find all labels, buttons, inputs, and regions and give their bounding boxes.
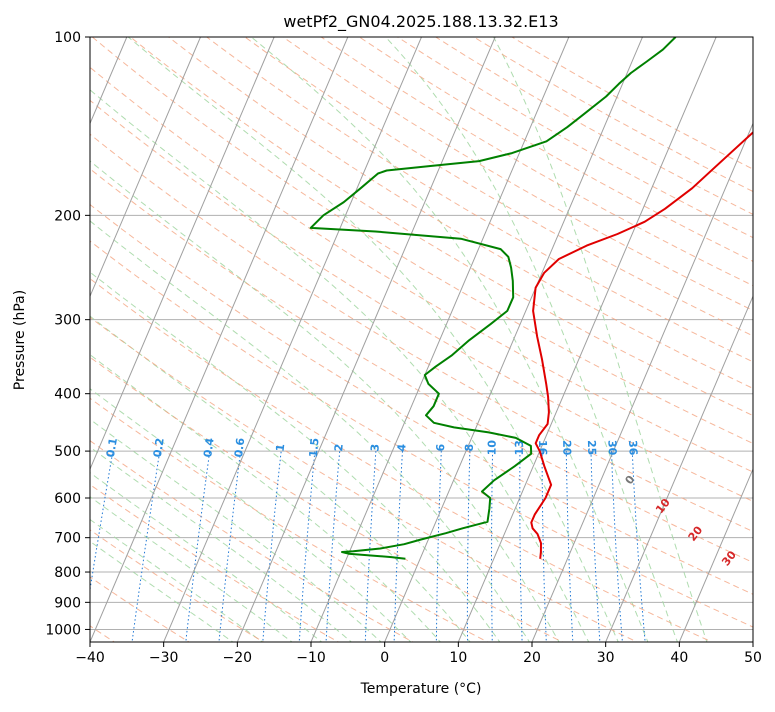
isotherm	[90, 37, 201, 298]
dry-adiabat	[90, 203, 753, 595]
mixing-ratio-line	[590, 451, 601, 642]
mixing-ratio-label: 0.6	[232, 437, 247, 458]
moist-adiabat	[90, 315, 471, 642]
mixing-ratio-label: 20	[560, 440, 573, 456]
mixing-ratio-line	[435, 451, 442, 642]
x-axis-label: Temperature (°C)	[360, 681, 482, 697]
dry-adiabat	[90, 240, 753, 628]
dry-adiabat	[90, 356, 564, 642]
isotherm	[90, 37, 349, 642]
y-tick-label: 800	[54, 565, 81, 581]
moist-adiabat	[90, 354, 442, 642]
mixing-ratio-label: 0.4	[201, 437, 217, 458]
y-axis-label: Pressure (hPa)	[12, 290, 28, 390]
mixing-ratio-label: 1.5	[307, 437, 322, 458]
mixing-ratio-label: 13	[513, 440, 526, 455]
mixing-ratio-label: 2	[332, 443, 346, 452]
x-tick-label: −20	[223, 650, 253, 666]
y-tick-label: 100	[54, 30, 81, 46]
mixing-ratio-label: 0.1	[104, 437, 120, 458]
x-tick-label: −30	[149, 650, 179, 666]
mixing-ratio-label: 0.2	[151, 437, 167, 458]
y-tick-label: 300	[54, 313, 81, 329]
y-tick-label: 600	[54, 491, 81, 507]
mixing-ratio-line	[466, 451, 471, 642]
y-tick-label: 400	[54, 387, 81, 403]
isotherm	[457, 37, 717, 642]
x-tick-label: −40	[75, 650, 105, 666]
mixing-ratio-label: 25	[585, 440, 598, 456]
dry-adiabat	[90, 316, 639, 642]
chart-title: wetPf2_GN04.2025.188.13.32.E13	[283, 12, 558, 32]
isotherm	[752, 640, 753, 642]
moist-adiabat	[250, 37, 649, 642]
mixing-ratio-label: 8	[463, 444, 476, 452]
mixing-ratio-label: 4	[395, 443, 408, 452]
plot-frame	[89, 36, 754, 643]
mixing-ratio-line	[364, 451, 377, 642]
mixing-ratio-label: 36	[626, 440, 640, 456]
temperature-profile-line	[530, 131, 753, 559]
mixing-ratio-label: 10	[485, 440, 498, 456]
moist-adiabat	[493, 37, 708, 642]
isotherm	[236, 37, 496, 642]
moist-adiabat	[90, 472, 323, 642]
moist-adiabat	[90, 271, 501, 642]
mixing-ratio-label: 1	[274, 443, 288, 452]
mixing-ratio-line	[541, 451, 547, 642]
moist-adiabat	[90, 388, 412, 642]
dry-adiabat	[90, 483, 340, 642]
dry-adiabat-layer	[90, 37, 753, 642]
moist-adiabat-label: 40	[750, 580, 770, 600]
y-tick-label: 1000	[45, 622, 81, 638]
mixing-ratio-line	[519, 451, 523, 642]
dry-adiabat	[90, 529, 265, 642]
isotherm	[678, 467, 753, 642]
isotherm	[310, 37, 570, 642]
isotherm	[605, 295, 753, 642]
mixing-ratio-label: 3	[368, 443, 381, 452]
moist-adiabat	[90, 496, 293, 642]
moist-adiabat	[90, 418, 382, 642]
x-tick-label: 50	[744, 650, 762, 666]
x-tick-label: 0	[380, 650, 389, 666]
dry-adiabat	[511, 37, 753, 170]
mixing-ratio-line	[393, 451, 403, 642]
moist-adiabat	[90, 540, 234, 642]
mixing-ratio-label: 30	[605, 440, 619, 456]
plot-background	[90, 37, 753, 642]
isotherm	[384, 37, 643, 642]
dewpoint-profile-line	[309, 37, 677, 560]
y-tick-label: 700	[54, 531, 81, 547]
x-tick-label: 10	[449, 650, 467, 666]
profile-layer	[309, 37, 753, 560]
x-tick-label: −10	[296, 650, 326, 666]
dry-adiabat-label: −10	[0, 405, 15, 431]
x-tick-label: 40	[670, 650, 688, 666]
y-tick-label: 900	[54, 595, 81, 611]
moist-adiabat	[127, 37, 619, 642]
isotherm	[163, 37, 422, 642]
mixing-ratio-line	[491, 451, 494, 642]
isotherm	[90, 37, 275, 471]
dry-adiabat	[90, 397, 489, 642]
mixing-ratio-layer	[90, 451, 646, 642]
mixing-ratio-line	[565, 451, 574, 642]
mixing-ratio-label: 6	[434, 443, 447, 452]
x-tick-label: 20	[523, 650, 541, 666]
grid-layer	[90, 37, 753, 630]
moist-adiabat	[385, 37, 678, 642]
axis-ticks: −40 −30 −20 −10 0 10 20 30 40 5010020030040050060…	[45, 30, 762, 666]
x-tick-label: 30	[597, 650, 615, 666]
y-tick-label: 200	[54, 208, 81, 224]
y-tick-label: 500	[54, 444, 81, 460]
moist-adiabat	[90, 518, 264, 642]
